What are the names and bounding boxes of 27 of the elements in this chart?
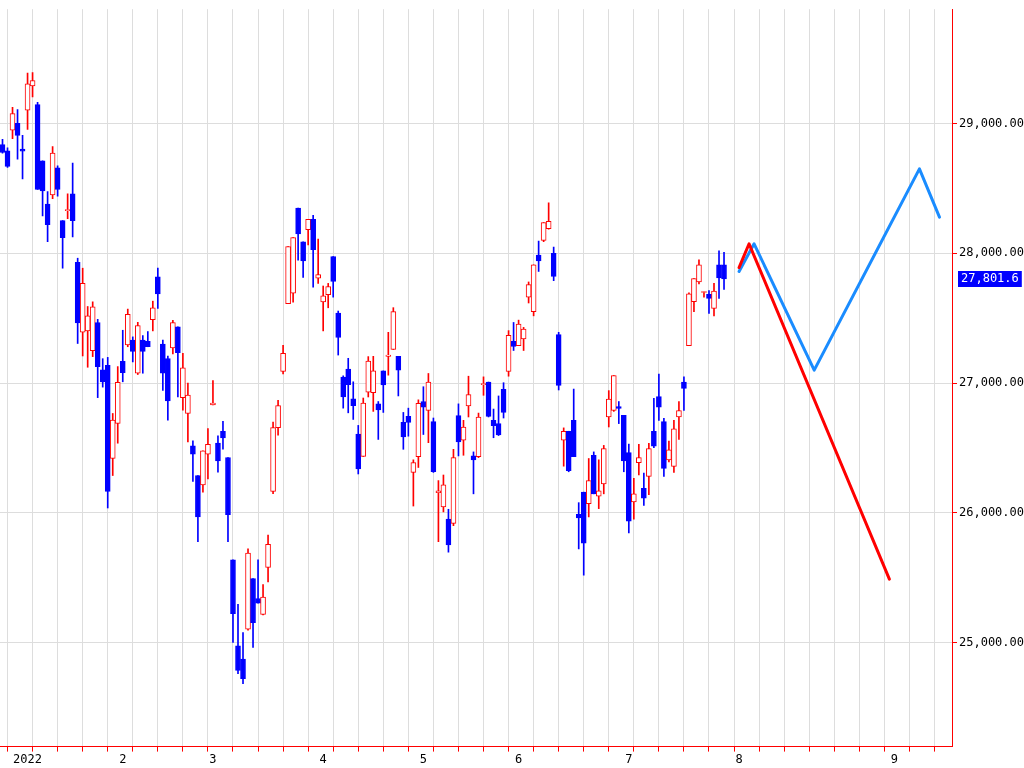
candlestick xyxy=(676,401,682,440)
x-tick-label: 6 xyxy=(514,751,523,766)
candlestick xyxy=(315,238,321,284)
candlestick xyxy=(656,373,662,421)
y-tick-label: 27,000.00 xyxy=(959,375,1024,390)
y-tick-label: 26,000.00 xyxy=(959,505,1024,520)
candlestick xyxy=(631,478,637,520)
candlestick xyxy=(119,329,126,383)
candlestick xyxy=(190,440,196,482)
candlestick xyxy=(706,290,712,314)
y-tick-label: 28,000.00 xyxy=(959,245,1024,260)
x-tick-label: 3 xyxy=(209,751,217,766)
y-tick-label: 25,000.00 xyxy=(959,634,1024,649)
x-tick-label: 7 xyxy=(625,751,633,766)
candlestick xyxy=(636,444,642,476)
candlestick xyxy=(220,421,226,450)
x-tick-label: 2 xyxy=(119,751,127,766)
x-tick-label: 5 xyxy=(419,751,428,766)
x-tick-label: 2022 xyxy=(13,751,43,766)
text: 27,801.6 xyxy=(961,271,1019,286)
candlestick xyxy=(385,332,392,376)
candlestick xyxy=(681,376,687,411)
candlestick xyxy=(560,427,567,467)
x-tick-label: 4 xyxy=(319,751,327,766)
x-tick-label: 8 xyxy=(735,751,743,766)
y-tick-label: 29,000.00 xyxy=(959,115,1024,130)
x-tick-label: 9 xyxy=(890,751,898,766)
